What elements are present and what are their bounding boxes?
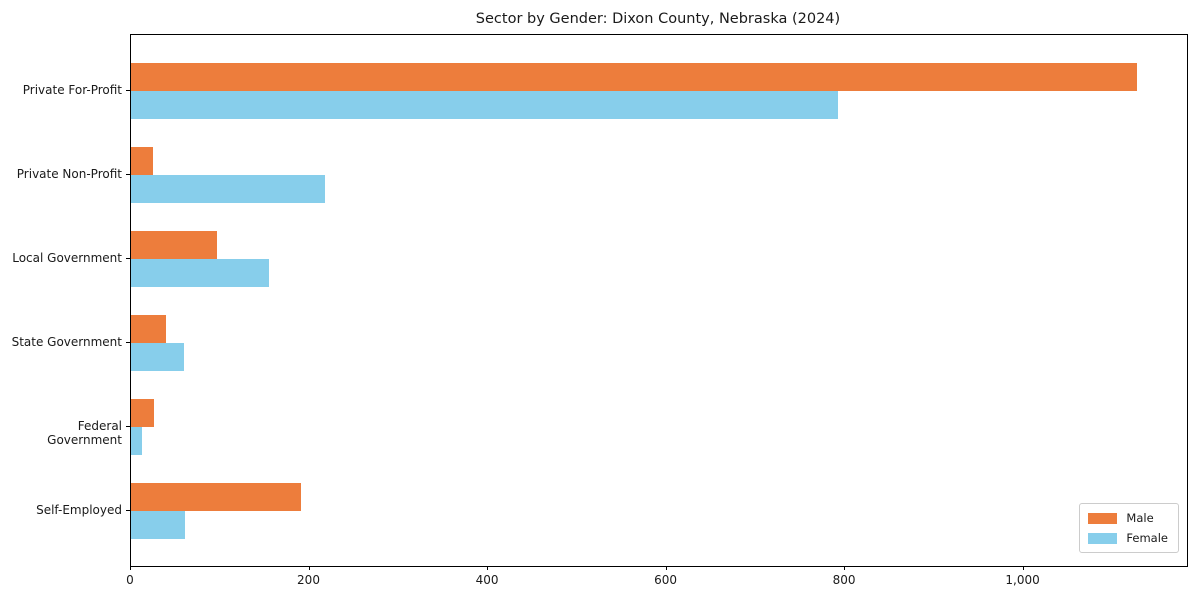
y-tick-mark-private-non-profit [126,173,130,175]
y-tick-mark-federal-government [126,425,130,427]
legend-entry-female: Female [1088,531,1168,545]
y-tick-mark-private-for-profit [126,89,130,91]
x-tick-label-0: 0 [126,573,134,587]
bar-female-private-for-profit [131,90,838,119]
y-tick-label-private-for-profit: Private For-Profit [22,82,122,97]
x-tick-mark-400 [487,566,489,570]
x-tick-mark-0 [130,566,131,570]
bar-female-federal-government [131,426,142,455]
legend-label-male: Male [1126,511,1154,525]
x-tick-label-800: 800 [832,573,856,587]
x-tick-label-600: 600 [654,573,678,587]
bar-male-private-for-profit [131,62,1137,91]
bar-female-state-government [131,342,184,371]
y-tick-label-local-government: Local Government [12,250,122,265]
y-tick-label-self-employed: Self-Employed [36,502,122,517]
bar-female-local-government [131,258,270,287]
bar-male-private-non-profit [131,146,154,175]
y-tick-label-private-non-profit: Private Non-Profit [16,166,122,181]
x-tick-mark-200 [308,566,310,570]
bar-female-private-non-profit [131,174,325,203]
legend-swatch-male [1088,512,1118,524]
x-tick-label-1-000: 1,000 [1005,573,1040,587]
bar-female-self-employed [131,510,185,539]
x-tick-label-200: 200 [297,573,320,587]
y-tick-mark-local-government [126,257,130,259]
bar-male-state-government [131,314,166,343]
bar-male-self-employed [131,482,301,511]
x-tick-mark-800 [844,566,846,570]
bar-male-local-government [131,230,217,259]
plot-area: Male Female [130,34,1188,567]
y-tick-mark-self-employed [126,509,130,511]
x-tick-mark-600 [665,566,667,570]
x-tick-label-400: 400 [475,573,499,587]
legend-label-female: Female [1126,531,1168,545]
y-tick-mark-state-government [126,341,130,343]
legend: Male Female [1079,503,1179,553]
legend-swatch-female [1088,532,1118,544]
y-tick-label-federal-government: Federal Government [47,418,122,447]
bar-male-federal-government [131,398,155,427]
x-tick-mark-1-000 [1022,566,1024,570]
chart-title: Sector by Gender: Dixon County, Nebraska… [475,11,841,27]
legend-entry-male: Male [1088,511,1168,525]
y-tick-label-state-government: State Government [11,334,122,349]
